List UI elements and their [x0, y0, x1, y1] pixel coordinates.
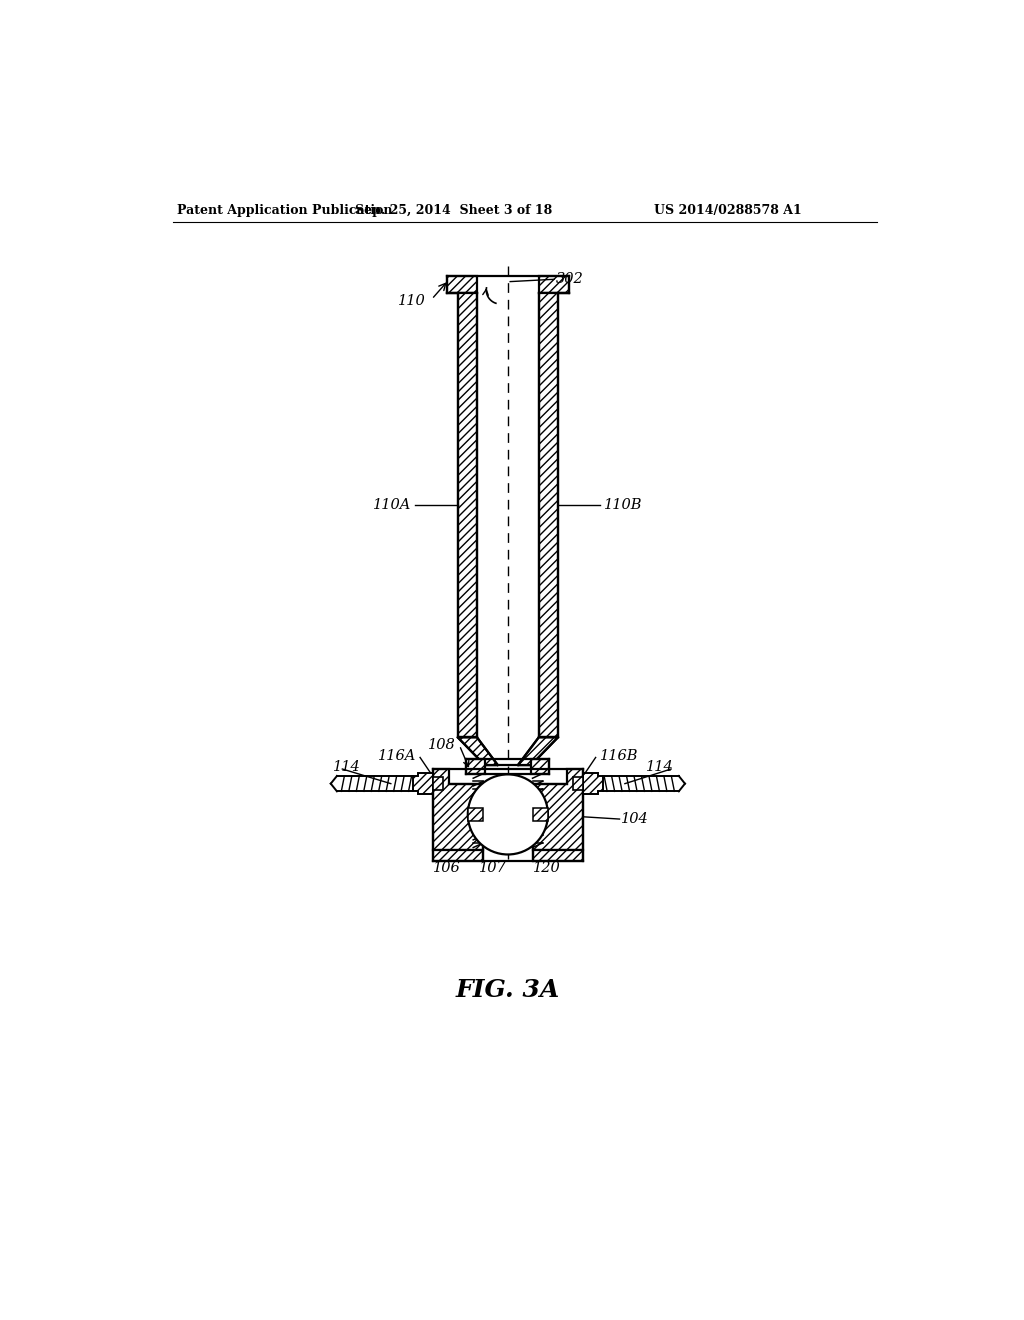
Polygon shape	[466, 759, 484, 775]
Polygon shape	[458, 293, 477, 738]
Text: 114: 114	[333, 760, 360, 774]
Text: US 2014/0288578 A1: US 2014/0288578 A1	[654, 205, 802, 218]
Polygon shape	[539, 293, 558, 738]
Text: Sep. 25, 2014  Sheet 3 of 18: Sep. 25, 2014 Sheet 3 of 18	[355, 205, 553, 218]
Polygon shape	[539, 276, 568, 293]
Text: 106: 106	[433, 862, 461, 875]
Polygon shape	[531, 759, 550, 775]
Polygon shape	[532, 770, 583, 850]
Text: 110A: 110A	[373, 498, 412, 512]
Polygon shape	[413, 774, 433, 795]
Polygon shape	[433, 770, 483, 850]
Circle shape	[468, 775, 548, 854]
Polygon shape	[583, 774, 602, 795]
Text: 120: 120	[532, 862, 560, 875]
Text: 116A: 116A	[378, 748, 416, 763]
Polygon shape	[468, 808, 483, 821]
Text: 302: 302	[556, 272, 584, 286]
Text: 116B: 116B	[599, 748, 638, 763]
Polygon shape	[532, 850, 583, 861]
Polygon shape	[518, 738, 558, 766]
Polygon shape	[433, 850, 483, 861]
Text: 110: 110	[397, 294, 425, 308]
Text: Patent Application Publication: Patent Application Publication	[177, 205, 392, 218]
Text: 114: 114	[646, 760, 674, 774]
Text: 110B: 110B	[604, 498, 643, 512]
Polygon shape	[572, 777, 583, 789]
Text: 104: 104	[621, 812, 649, 826]
Polygon shape	[458, 738, 498, 766]
Polygon shape	[433, 777, 443, 789]
Text: 108: 108	[428, 738, 456, 752]
Polygon shape	[532, 808, 548, 821]
Polygon shape	[447, 276, 477, 293]
Text: 107: 107	[478, 862, 506, 875]
Text: FIG. 3A: FIG. 3A	[456, 978, 560, 1002]
